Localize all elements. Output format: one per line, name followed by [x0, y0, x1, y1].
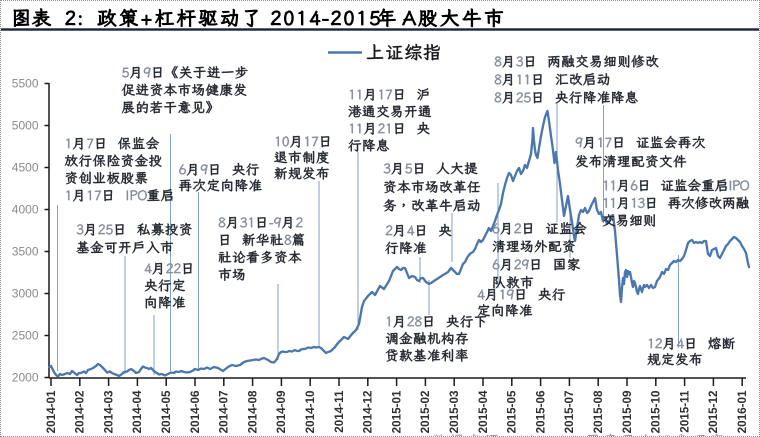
svg-text:2015-06: 2015-06 [534, 390, 547, 433]
svg-text:2015-02: 2015-02 [419, 390, 432, 433]
svg-text:2014-04: 2014-04 [131, 390, 144, 433]
svg-text:2015-01: 2015-01 [390, 390, 403, 433]
svg-text:2000: 2000 [12, 371, 39, 385]
svg-text:3500: 3500 [12, 245, 39, 259]
svg-text:2015-12: 2015-12 [707, 390, 720, 433]
svg-text:2015-04: 2015-04 [477, 390, 490, 433]
svg-text:2014-05: 2014-05 [160, 390, 173, 433]
svg-text:4500: 4500 [12, 161, 39, 175]
svg-text:2015-03: 2015-03 [448, 390, 461, 433]
svg-text:2014-07: 2014-07 [218, 391, 231, 434]
svg-text:2014-08: 2014-08 [246, 390, 259, 433]
svg-text:2015-08: 2015-08 [592, 390, 605, 433]
svg-text:2014-03: 2014-03 [102, 390, 115, 433]
svg-text:2014-09: 2014-09 [275, 390, 288, 433]
svg-text:5000: 5000 [12, 119, 39, 133]
svg-text:2014-02: 2014-02 [74, 390, 87, 433]
svg-text:2500: 2500 [12, 329, 39, 343]
svg-text:3000: 3000 [12, 287, 39, 301]
svg-text:2014-10: 2014-10 [304, 390, 317, 433]
svg-text:2014-06: 2014-06 [189, 390, 202, 433]
svg-text:2015-09: 2015-09 [621, 390, 634, 433]
svg-text:4000: 4000 [12, 203, 39, 217]
svg-text:2014-01: 2014-01 [45, 390, 58, 433]
svg-text:2016-01: 2016-01 [736, 390, 749, 433]
svg-text:2015-07: 2015-07 [563, 391, 576, 434]
svg-text:2015-05: 2015-05 [506, 390, 519, 433]
svg-text:2015-11: 2015-11 [678, 390, 691, 433]
svg-text:5500: 5500 [12, 77, 39, 91]
svg-text:2014-12: 2014-12 [362, 390, 375, 433]
svg-text:2015-10: 2015-10 [650, 390, 663, 433]
svg-text:2014-11: 2014-11 [333, 390, 346, 433]
